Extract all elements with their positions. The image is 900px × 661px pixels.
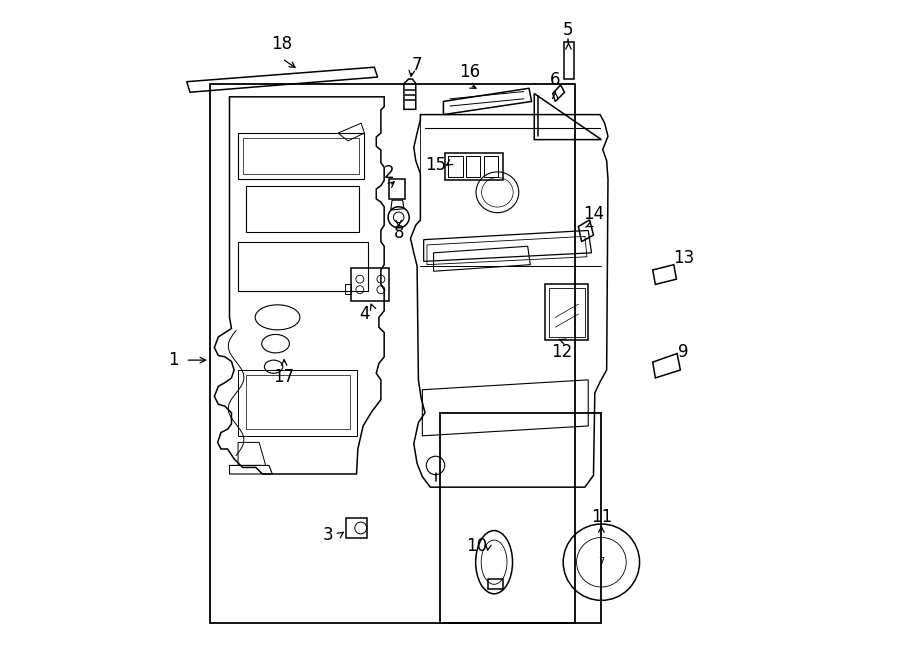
Text: 10: 10	[466, 537, 487, 555]
Text: 5: 5	[563, 21, 573, 40]
Text: 7: 7	[598, 557, 605, 567]
Bar	[545, 284, 589, 340]
Bar	[448, 156, 463, 177]
Text: 16: 16	[459, 63, 481, 81]
Bar	[466, 156, 481, 177]
Text: 1: 1	[168, 351, 179, 369]
Bar	[346, 518, 367, 538]
Bar	[210, 84, 575, 623]
Text: 2: 2	[384, 163, 395, 182]
Bar	[390, 179, 405, 199]
Text: 6: 6	[550, 71, 561, 89]
Text: 3: 3	[323, 525, 334, 543]
Text: 17: 17	[274, 368, 294, 385]
Text: 11: 11	[590, 508, 612, 526]
Bar	[483, 156, 498, 177]
Text: 7: 7	[412, 56, 422, 74]
Text: 4: 4	[359, 305, 370, 323]
Text: 8: 8	[393, 224, 404, 242]
Text: 9: 9	[679, 342, 688, 360]
Bar	[488, 578, 503, 588]
Text: 15: 15	[425, 155, 446, 174]
Bar	[445, 153, 503, 180]
Text: 13: 13	[673, 249, 694, 267]
Text: 18: 18	[272, 35, 292, 53]
Text: 12: 12	[552, 343, 572, 361]
Text: 14: 14	[583, 205, 604, 223]
Bar	[549, 288, 585, 337]
Bar	[440, 412, 601, 623]
